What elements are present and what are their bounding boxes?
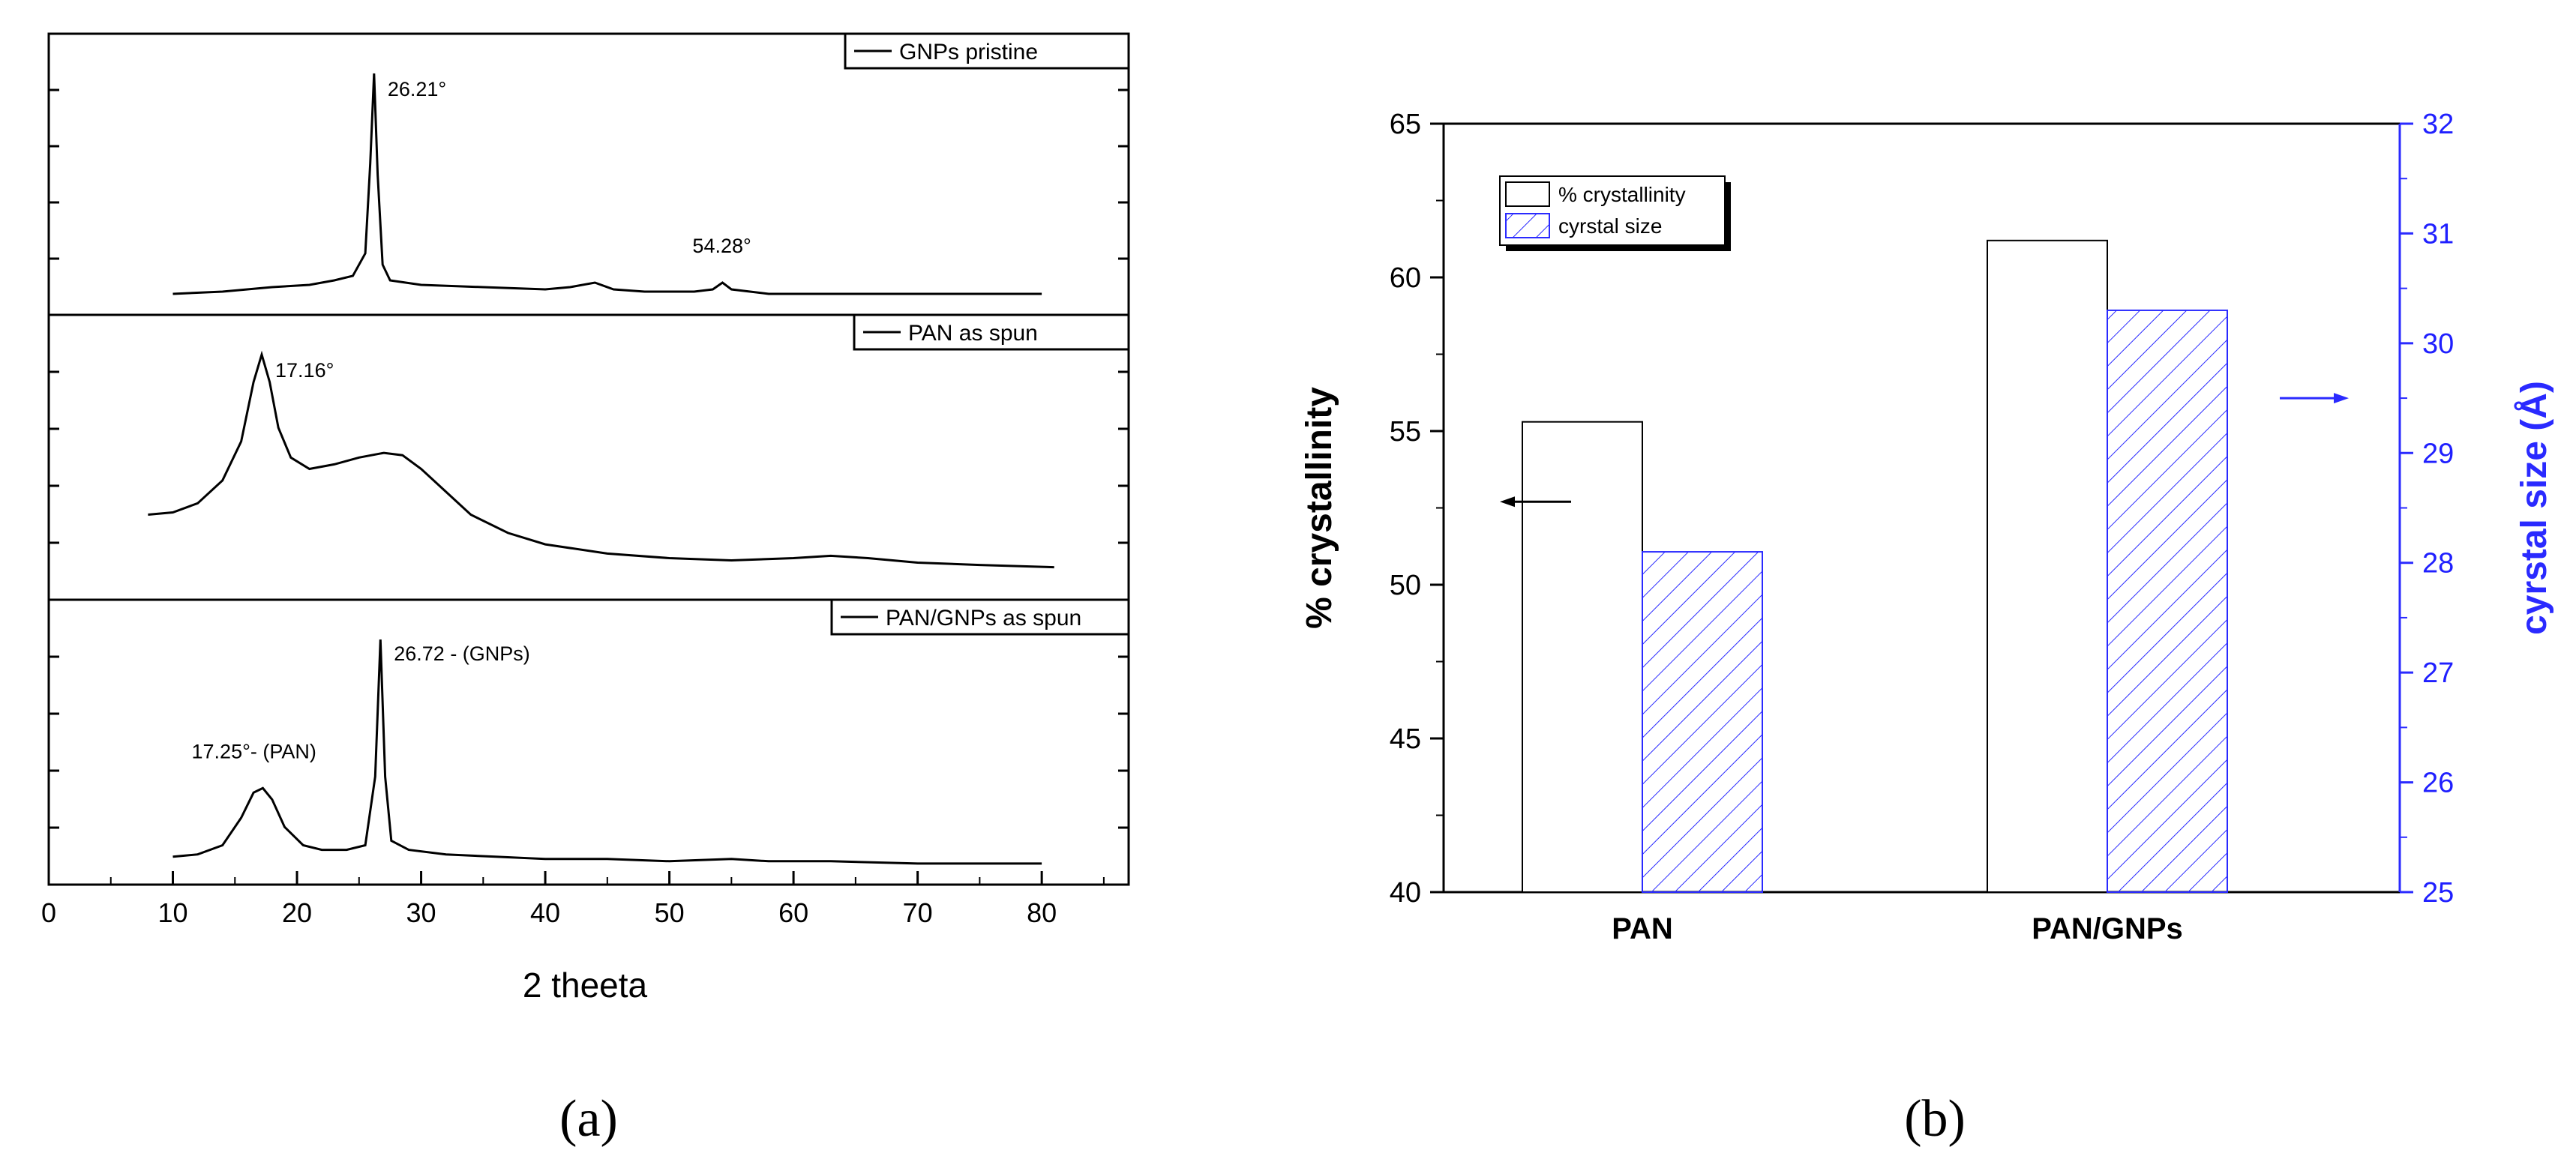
peak-label: 17.25°- (PAN) (192, 740, 316, 762)
y-tick-label: 65 (1390, 109, 1421, 140)
bar-crystallinity (1987, 239, 2108, 893)
panel-label-b: (b) (1904, 1090, 1966, 1148)
x-tick-label: 20 (282, 897, 312, 928)
y-tick-label: 50 (1390, 570, 1421, 601)
left-arrow-icon (1500, 496, 1515, 508)
legend-label: % crystallinity (1558, 183, 1686, 206)
x-tick-label: 0 (41, 897, 56, 928)
legend-box (853, 313, 1130, 351)
xrd-curve-pan-gnps-as-spun (172, 639, 1042, 865)
y-axis-title: % crystallinity (1300, 387, 1339, 629)
bar-crystal-size (1642, 551, 1763, 893)
x-tick-label: 10 (157, 897, 187, 928)
y2-tick-label: 25 (2422, 877, 2454, 909)
peak-label: 26.21° (388, 78, 446, 100)
y2-tick-label: 31 (2422, 218, 2454, 250)
x-tick-label: 60 (778, 897, 808, 928)
y2-tick-label: 27 (2422, 657, 2454, 689)
plot-frame (47, 32, 1130, 886)
panel-label-a: (a) (559, 1090, 618, 1148)
x-tick-label: 30 (406, 897, 436, 928)
xrd-curve-gnps-pristine (172, 73, 1042, 295)
peak-label: 54.28° (692, 235, 751, 257)
y2-tick-label: 32 (2422, 109, 2454, 140)
bar-crystal-size (2107, 309, 2228, 893)
legend-label: PAN as spun (908, 321, 1038, 346)
legend-box (844, 32, 1130, 70)
peak-label: 26.72 - (GNPs) (394, 642, 530, 665)
legend-swatch-crystallinity (1505, 181, 1550, 207)
legend-swatch-crystal-size (1505, 213, 1550, 238)
y2-tick-label: 30 (2422, 328, 2454, 360)
y-tick-label: 60 (1390, 262, 1421, 294)
y-tick-label: 55 (1390, 416, 1421, 448)
x-tick-label: 80 (1027, 897, 1057, 928)
legend-box (830, 598, 1130, 636)
category-label: PAN/GNPs (2032, 912, 2183, 945)
y2-tick-label: 29 (2422, 438, 2454, 469)
y2-tick-label: 28 (2422, 548, 2454, 580)
x-tick-label: 50 (655, 897, 685, 928)
y2-tick-label: 26 (2422, 768, 2454, 799)
legend-label: cyrstal size (1558, 214, 1662, 238)
legend-label: GNPs pristine (899, 40, 1038, 64)
x-tick-label: 70 (903, 897, 933, 928)
y-tick-label: 45 (1390, 723, 1421, 755)
bar-crystallinity (1522, 421, 1643, 893)
x-axis-title: 2 theeta (523, 966, 648, 1005)
right-arrow-icon (2334, 393, 2349, 404)
y-tick-label: 40 (1390, 877, 1421, 909)
y2-axis-title: cyrstal size (Å) (2514, 381, 2554, 635)
legend-label: PAN/GNPs as spun (886, 606, 1081, 630)
x-tick-label: 40 (530, 897, 560, 928)
peak-label: 17.16° (275, 359, 334, 382)
category-label: PAN (1612, 912, 1672, 945)
xrd-curve-pan-as-spun (148, 350, 1054, 569)
